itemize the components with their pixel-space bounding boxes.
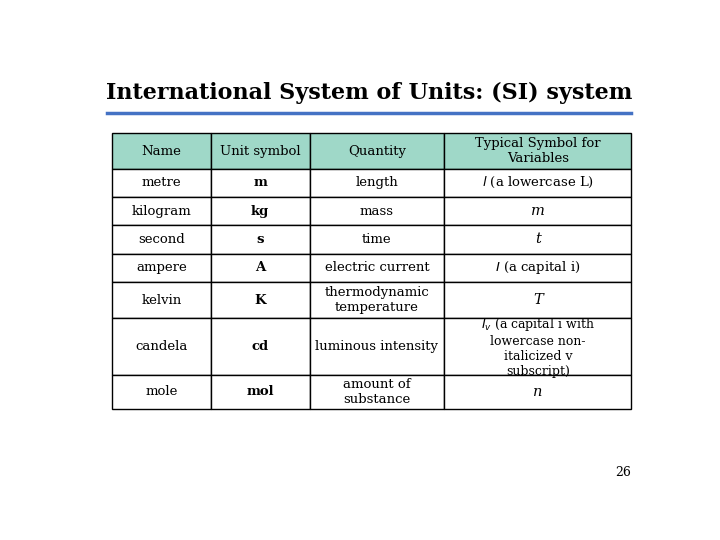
Text: mol: mol [246,386,274,399]
Bar [211,168,310,197]
Text: metre: metre [142,177,181,190]
Bar [112,319,211,375]
Text: mole: mole [145,386,178,399]
Text: cd: cd [252,340,269,353]
Bar [112,375,211,409]
Text: kg: kg [251,205,269,218]
Text: m: m [253,177,267,190]
Bar [444,375,631,409]
Bar [211,282,310,319]
Bar [310,133,444,168]
Bar [310,254,444,282]
Bar [310,375,444,409]
Text: ampere: ampere [136,261,187,274]
Text: Typical Symbol for
Variables: Typical Symbol for Variables [475,137,600,165]
Text: m: m [531,204,545,218]
Bar [310,282,444,319]
Text: thermodynamic
temperature: thermodynamic temperature [325,286,429,314]
Text: Unit symbol: Unit symbol [220,145,300,158]
Bar [211,133,310,168]
Text: second: second [138,233,185,246]
Bar [444,225,631,254]
Bar [112,133,211,168]
Bar [310,225,444,254]
Bar [211,225,310,254]
Bar [310,197,444,225]
Bar [444,133,631,168]
Bar [444,282,631,319]
Bar [444,319,631,375]
Bar [310,168,444,197]
Text: length: length [356,177,398,190]
Text: s: s [256,233,264,246]
Text: $l$ (a lowercase L): $l$ (a lowercase L) [482,176,594,191]
Text: kilogram: kilogram [132,205,192,218]
Text: amount of
substance: amount of substance [343,378,411,406]
Bar [211,197,310,225]
Bar [444,168,631,197]
Text: electric current: electric current [325,261,429,274]
Bar [112,254,211,282]
Bar [112,225,211,254]
Text: A: A [255,261,266,274]
Text: time: time [362,233,392,246]
Bar [444,254,631,282]
Text: luminous intensity: luminous intensity [315,340,438,353]
Text: International System of Units: (SI) system: International System of Units: (SI) syst… [106,82,632,104]
Text: Name: Name [142,145,181,158]
Text: K: K [254,294,266,307]
Text: T: T [533,293,543,307]
Text: Quantity: Quantity [348,145,406,158]
Bar [211,375,310,409]
Bar [112,282,211,319]
Text: $I_{v}$ (a capital i with
lowercase non-
italicized v
subscript): $I_{v}$ (a capital i with lowercase non-… [481,315,595,377]
Bar [112,168,211,197]
Bar [112,197,211,225]
Bar [211,319,310,375]
Text: $I$ (a capital i): $I$ (a capital i) [495,259,580,276]
Text: n: n [534,385,543,399]
Text: 26: 26 [616,465,631,478]
Text: mass: mass [360,205,394,218]
Bar [211,254,310,282]
Text: candela: candela [135,340,188,353]
Text: kelvin: kelvin [142,294,181,307]
Bar [444,197,631,225]
Text: t: t [535,232,541,246]
Bar [310,319,444,375]
